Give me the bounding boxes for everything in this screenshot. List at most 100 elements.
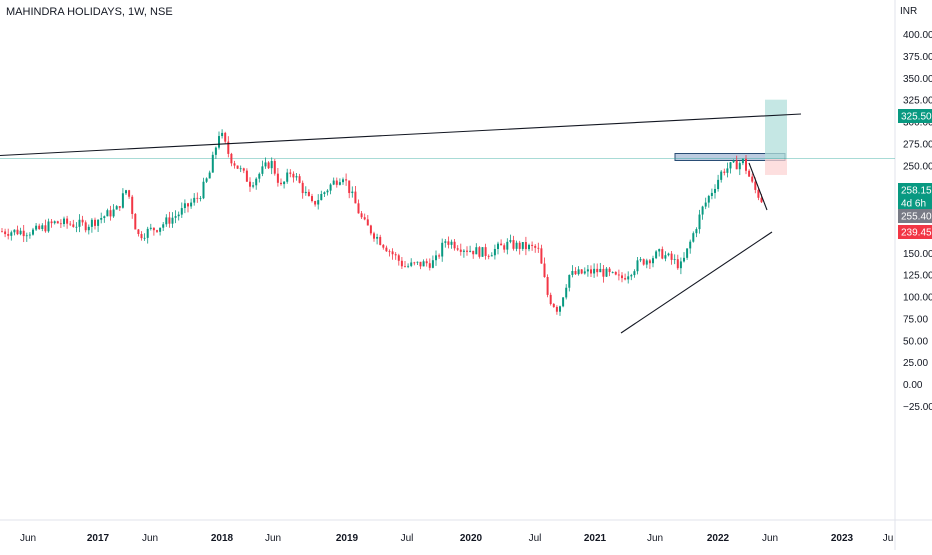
candle-body bbox=[670, 253, 673, 260]
candle-body bbox=[214, 147, 217, 155]
candle-body bbox=[738, 163, 741, 170]
x-tick-label: Jun bbox=[142, 533, 158, 544]
candle-body bbox=[115, 206, 118, 210]
candle-body bbox=[137, 229, 140, 235]
candle-body bbox=[103, 216, 106, 218]
candle-body bbox=[667, 253, 670, 256]
candle-body bbox=[199, 198, 202, 200]
candle-body bbox=[720, 171, 723, 180]
candle-body bbox=[466, 250, 468, 252]
candle-body bbox=[723, 171, 726, 173]
price-badge-label: 255.40 bbox=[901, 212, 932, 223]
candle-body bbox=[10, 232, 13, 236]
candle-body bbox=[376, 236, 379, 239]
candle-body bbox=[565, 287, 568, 298]
candle-body bbox=[162, 224, 165, 228]
candle-body bbox=[233, 163, 236, 166]
candle-body bbox=[301, 182, 304, 194]
candle-body bbox=[447, 241, 450, 245]
candle-body bbox=[636, 260, 639, 272]
candle-body bbox=[53, 221, 56, 224]
candle-body bbox=[4, 231, 7, 235]
candle-body bbox=[211, 154, 214, 173]
candle-body bbox=[512, 240, 515, 249]
candle-body bbox=[701, 206, 704, 215]
x-tick-label: Jun bbox=[265, 533, 281, 544]
candle-body bbox=[183, 203, 186, 209]
candle-body bbox=[25, 235, 28, 237]
candle-body bbox=[661, 249, 664, 259]
candle-body bbox=[205, 178, 208, 182]
candle-body bbox=[345, 179, 348, 181]
candle-body bbox=[363, 217, 366, 220]
candle-body bbox=[428, 263, 431, 268]
candle-body bbox=[503, 245, 506, 250]
candle-body bbox=[729, 162, 732, 169]
candle-body bbox=[32, 229, 34, 235]
candle-body bbox=[50, 221, 53, 224]
candle-body bbox=[481, 247, 484, 257]
candle-body bbox=[435, 255, 437, 261]
upper-resistance-line bbox=[0, 113, 802, 157]
candle-body bbox=[264, 162, 267, 167]
candle-body bbox=[692, 233, 695, 242]
candle-body bbox=[586, 269, 589, 272]
candle-body bbox=[47, 221, 50, 232]
candle-body bbox=[472, 250, 475, 255]
candle-body bbox=[165, 217, 168, 225]
candle-body bbox=[320, 194, 323, 201]
candle-body bbox=[63, 218, 65, 225]
candle-body bbox=[193, 197, 196, 203]
price-badge-label: 4d 6h bbox=[901, 199, 926, 210]
candle-body bbox=[317, 200, 320, 205]
candle-body bbox=[717, 179, 720, 190]
candle-body bbox=[676, 259, 679, 269]
candle-body bbox=[245, 170, 248, 182]
candle-body bbox=[602, 268, 605, 277]
candle-body bbox=[431, 260, 434, 268]
candle-body bbox=[627, 276, 630, 280]
candle-body bbox=[143, 237, 146, 239]
chart-title: MAHINDRA HOLIDAYS, 1W, NSE bbox=[6, 6, 173, 18]
candle-body bbox=[273, 161, 276, 174]
candle-body bbox=[664, 255, 667, 259]
candle-body bbox=[394, 254, 397, 256]
candle-body bbox=[710, 192, 713, 196]
candle-body bbox=[652, 258, 654, 264]
y-tick-label: 125.00 bbox=[903, 271, 932, 282]
price-badge-label: 239.45 bbox=[901, 228, 932, 239]
candle-body bbox=[633, 271, 636, 276]
candle-body bbox=[534, 245, 537, 248]
candle-body bbox=[515, 242, 518, 249]
candle-body bbox=[580, 269, 583, 274]
candle-body bbox=[87, 226, 90, 231]
candle-body bbox=[100, 217, 103, 220]
candle-body bbox=[295, 176, 298, 178]
candle-body bbox=[196, 197, 199, 199]
target-zone bbox=[765, 99, 787, 159]
candle-body bbox=[134, 213, 137, 230]
candle-body bbox=[695, 229, 698, 234]
candle-body bbox=[106, 210, 109, 217]
candle-body bbox=[490, 255, 493, 257]
y-tick-label: 275.00 bbox=[903, 139, 932, 150]
candle-body bbox=[311, 196, 313, 202]
short-downtrend-line bbox=[748, 162, 768, 211]
candle-body bbox=[611, 271, 614, 273]
candle-body bbox=[121, 193, 124, 208]
candle-body bbox=[438, 255, 441, 257]
candle-body bbox=[78, 219, 81, 227]
candle-body bbox=[673, 259, 676, 261]
candle-body bbox=[726, 168, 729, 173]
y-tick-label: 325.00 bbox=[903, 96, 932, 107]
candle-body bbox=[152, 227, 155, 231]
candle-body bbox=[307, 191, 310, 197]
candle-body bbox=[388, 251, 391, 253]
candle-body bbox=[369, 225, 372, 234]
price-badge bbox=[898, 196, 932, 210]
x-tick-label: 2021 bbox=[584, 533, 607, 544]
candle-body bbox=[379, 236, 382, 245]
candle-body bbox=[84, 222, 87, 231]
candle-body bbox=[90, 219, 93, 227]
